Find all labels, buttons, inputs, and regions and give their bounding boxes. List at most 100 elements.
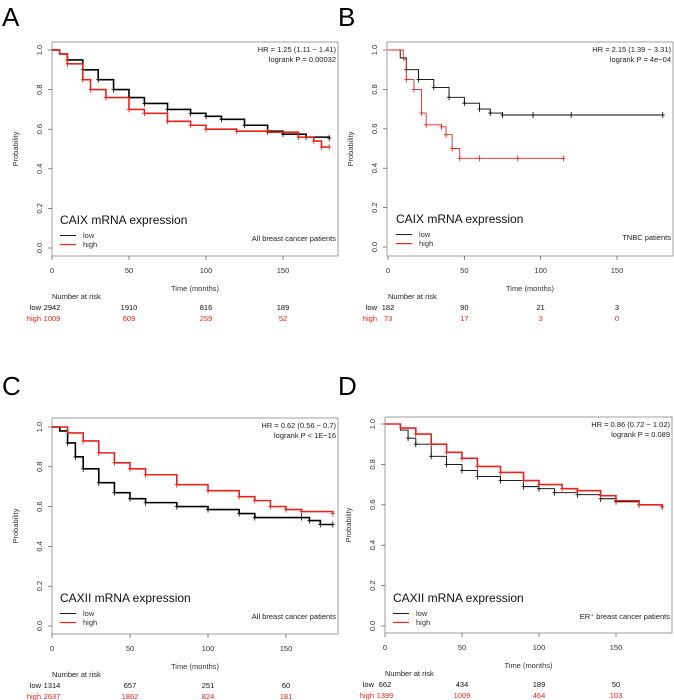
risk-row-label-high: high	[363, 314, 377, 323]
x-tick-label: 150	[277, 266, 290, 275]
x-axis-label: Time (months)	[506, 284, 555, 293]
risk-table-header: Number at risk	[52, 292, 101, 301]
x-tick-label: 100	[533, 643, 546, 652]
risk-row-label-high: high	[27, 692, 41, 700]
panel-c: C 0.0 0.2 0.4 0.6 0.8 1.0 Probability 0 50 100 150 T…	[2, 371, 339, 700]
legend-label-low: low	[419, 230, 431, 239]
risk-count-high: 103	[610, 691, 623, 700]
y-tick-label: 1.0	[370, 45, 379, 55]
y-tick-label: 0.0	[368, 621, 377, 631]
risk-count-high: 1399	[377, 691, 394, 700]
hazard-ratio: HR = 1.25 (1.11 − 1.41)	[258, 45, 337, 54]
expression-title: CAIX mRNA expression	[60, 213, 187, 227]
plot-frame	[386, 41, 674, 257]
risk-count-high: 17	[460, 314, 468, 323]
legend-label-low: low	[83, 609, 95, 618]
x-tick-label: 50	[458, 643, 466, 652]
risk-count-high: 73	[384, 314, 392, 323]
cohort-subtitle: All breast cancer patients	[252, 234, 336, 243]
y-tick-label: 0.8	[35, 84, 44, 94]
y-tick-label: 0.6	[35, 501, 44, 511]
y-tick-label: 0.6	[368, 500, 377, 510]
risk-row-label-low: low	[366, 303, 378, 312]
x-tick-label: 50	[126, 644, 134, 653]
y-tick-label: 0.6	[370, 124, 379, 134]
censor-marks-low	[65, 56, 332, 142]
risk-count-high: 1009	[454, 691, 471, 700]
risk-count-high: 1009	[44, 314, 61, 323]
x-tick-label: 50	[460, 266, 468, 275]
legend-label-high: high	[419, 239, 433, 248]
risk-count-low: 816	[200, 303, 213, 312]
y-tick-label: 0.0	[370, 242, 379, 252]
y-axis-label: Probability	[11, 508, 20, 543]
y-tick-label: 1.0	[35, 422, 44, 432]
risk-count-high: 824	[202, 692, 215, 700]
legend-label-low: low	[83, 231, 95, 240]
x-tick-label: 150	[611, 266, 624, 275]
risk-count-high: 259	[200, 314, 213, 323]
hazard-ratio: HR = 0.62 (0.56 − 0.7)	[261, 421, 336, 430]
risk-count-low: 251	[202, 681, 215, 690]
risk-count-low: 21	[536, 303, 544, 312]
y-tick-label: 0.2	[370, 202, 379, 212]
risk-count-low: 662	[379, 680, 392, 689]
x-tick-label: 0	[386, 266, 390, 275]
legend-label-low: low	[416, 609, 428, 618]
x-tick-label: 0	[50, 644, 54, 653]
panel-a: A 0.0 0.2 0.4 0.6 0.8 1.0 Probability 0 50 100 150 T…	[2, 2, 339, 323]
risk-count-low: 60	[282, 681, 290, 690]
risk-count-high: 464	[533, 691, 546, 700]
survival-curve-high	[52, 49, 330, 148]
x-axis-label: Time (months)	[171, 662, 220, 671]
panel-d: D 0.0 0.2 0.4 0.6 0.8 1.0 Probability 0 50 100 150 T…	[338, 371, 673, 700]
y-axis-label: Probability	[344, 507, 353, 542]
logrank-p: logrank P = 4e−04	[610, 55, 671, 64]
panel-label: A	[2, 2, 20, 32]
y-axis-label: Probability	[346, 131, 355, 166]
survival-curve-high	[385, 423, 663, 507]
expression-title: CAXII mRNA expression	[60, 591, 191, 605]
censor-marks-low	[404, 66, 665, 119]
y-tick-label: 0.8	[35, 462, 44, 472]
risk-count-low: 1910	[121, 303, 138, 312]
plot-frame	[384, 416, 673, 634]
panel-label: B	[338, 2, 355, 32]
hazard-ratio: HR = 2.15 (1.39 − 3.31)	[592, 45, 671, 54]
panel-label: C	[2, 371, 21, 401]
y-tick-label: 1.0	[35, 45, 44, 55]
censor-marks-high	[404, 76, 566, 162]
panel-b: B 0.0 0.2 0.4 0.6 0.8 1.0 Probability 0 50 100 150 T…	[338, 2, 674, 323]
x-tick-label: 50	[125, 266, 133, 275]
x-tick-label: 150	[610, 643, 623, 652]
risk-count-low: 50	[612, 680, 620, 689]
y-tick-label: 0.2	[35, 203, 44, 213]
y-tick-label: 0.4	[35, 164, 44, 174]
censor-marks-low	[65, 439, 335, 528]
legend-label-high: high	[83, 618, 97, 627]
risk-row-label-low: low	[30, 681, 42, 690]
risk-count-low: 90	[460, 303, 468, 312]
risk-table-header: Number at risk	[52, 670, 101, 679]
x-tick-label: 100	[202, 644, 215, 653]
risk-row-label-high: high	[360, 691, 374, 700]
cohort-subtitle: ER⁺ breast cancer patients	[580, 612, 671, 621]
x-tick-label: 100	[200, 266, 213, 275]
y-tick-label: 0.4	[35, 541, 44, 551]
legend-label-high: high	[416, 618, 430, 627]
risk-count-low: 189	[533, 680, 546, 689]
risk-row-label-low: low	[363, 680, 375, 689]
y-tick-label: 0.4	[370, 163, 379, 173]
expression-title: CAIX mRNA expression	[396, 212, 523, 226]
survival-curve-high	[388, 49, 564, 159]
risk-count-high: 2637	[44, 692, 61, 700]
risk-count-low: 182	[382, 303, 395, 312]
risk-count-low: 3	[615, 303, 619, 312]
y-tick-label: 0.2	[368, 580, 377, 590]
y-tick-label: 0.0	[35, 243, 44, 253]
risk-count-high: 0	[615, 314, 619, 323]
y-tick-label: 0.4	[368, 540, 377, 550]
risk-count-high: 609	[123, 314, 136, 323]
risk-row-label-low: low	[30, 303, 42, 312]
